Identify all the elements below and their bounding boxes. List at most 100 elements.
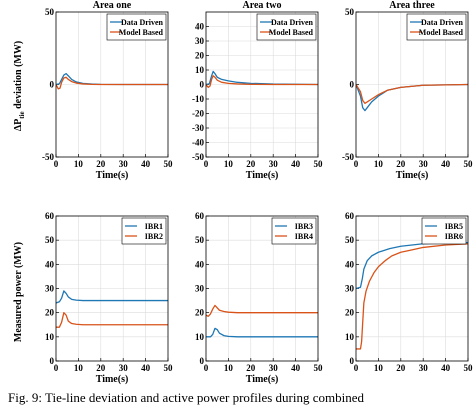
panel-5-y-tick-label: 20 (195, 308, 205, 318)
panel-1-legend-label-2: Model Based (119, 28, 164, 37)
panel-3-x-tick-label: 40 (441, 159, 451, 169)
panel-2-y-tick-label: -20 (192, 109, 204, 119)
panel-4-series-2-line (56, 312, 168, 328)
panel-2-x-tick-label: 50 (314, 159, 324, 169)
panel-5-x-tick-label: 0 (204, 363, 209, 373)
panel-2-frame (205, 11, 319, 158)
panel-1-series-2-line (56, 76, 168, 90)
panel-6-y-tick-label: 0 (350, 356, 355, 366)
panel-4-legend-box (121, 217, 167, 245)
panel-3-x-tick-label: 10 (374, 159, 384, 169)
panel-6-x-tick-label: 30 (419, 363, 429, 373)
figure-caption: Fig. 9: Tie-line deviation and active po… (8, 390, 364, 405)
panel-4-legend-label-1: IBR1 (145, 222, 163, 231)
panel-4-y-tick-label: 20 (45, 308, 55, 318)
panel-6-x-tick-label: 10 (374, 363, 384, 373)
panel-2-y-tick-label: 0 (200, 80, 205, 90)
panel-4-x-tick-label: 30 (119, 363, 129, 373)
y-axis-label-bottom: Measured power (MW) (13, 242, 24, 342)
panel-2-series-1-line (206, 70, 318, 86)
panel-4-y-tick-label: 30 (45, 284, 55, 294)
panel-2-title: Area two (243, 0, 282, 11)
panel-5-y-tick-label: 50 (195, 235, 205, 245)
panel-4-x-tick-label: 40 (141, 363, 151, 373)
panel-4-y-tick-label: 10 (45, 332, 55, 342)
panel-2-y-tick-label: -50 (192, 152, 204, 162)
panel-5-y-tick-label: 60 (195, 211, 205, 221)
panel-4-y-tick-label: 50 (45, 235, 55, 245)
panel-6-legend-box (421, 217, 467, 245)
panel-5-legend-label-1: IBR3 (295, 222, 313, 231)
panel-1-x-tick-label: 10 (74, 159, 84, 169)
panel-1-y-tick-label: 0 (50, 80, 55, 90)
panel-1-legend-box (106, 13, 167, 41)
panel-2-y-tick-label: -10 (192, 94, 204, 104)
panel-1-x-axis-label: Time(s) (96, 170, 129, 181)
panel-6-y-tick-label: 40 (345, 259, 355, 269)
panel-5-series-1-line (206, 327, 318, 338)
panel-3-x-tick-label: 50 (464, 159, 474, 169)
panel-1-frame (55, 11, 169, 158)
panel-6-y-tick-label: 60 (345, 211, 355, 221)
panel-2-x-axis-label: Time(s) (246, 170, 279, 181)
panel-4-x-tick-label: 50 (164, 363, 174, 373)
panel-4-y-tick-label: 60 (45, 211, 55, 221)
panel-3-frame (355, 11, 469, 158)
panel-5-x-tick-label: 10 (224, 363, 234, 373)
panel-5-legend-label-2: IBR4 (295, 232, 313, 241)
panel-3-legend-box (406, 13, 467, 41)
panel-3-x-tick-label: 0 (354, 159, 359, 169)
panel-6-y-tick-label: 50 (345, 235, 355, 245)
panel-1-legend-label-1: Data Driven (121, 18, 164, 27)
panel-4-y-tick-label: 0 (50, 356, 55, 366)
panel-2-y-tick-label: 30 (195, 36, 205, 46)
panel-4-legend-label-2: IBR2 (145, 232, 163, 241)
panel-3-x-tick-label: 30 (419, 159, 429, 169)
panel-5-y-tick-label: 0 (200, 356, 205, 366)
panel-5-x-tick-label: 30 (269, 363, 279, 373)
panel-6-legend-label-1: IBR5 (445, 222, 463, 231)
panel-2-x-tick-label: 20 (246, 159, 256, 169)
panel-4-x-tick-label: 20 (96, 363, 106, 373)
panel-6-y-tick-label: 10 (345, 332, 355, 342)
panel-2-x-tick-label: 30 (269, 159, 279, 169)
panel-5-legend-box (271, 217, 317, 245)
panel-5-x-tick-label: 20 (246, 363, 256, 373)
panel-1-y-tick-label: 50 (45, 7, 55, 17)
panel-6-y-tick-label: 20 (345, 308, 355, 318)
panel-1-title: Area one (93, 0, 132, 11)
panel-2-legend-label-2: Model Based (269, 28, 314, 37)
panel-5-x-tick-label: 40 (291, 363, 301, 373)
panel-3-y-tick-label: 0 (350, 80, 355, 90)
panel-3-y-tick-label: 50 (345, 7, 355, 17)
panel-5-frame (205, 215, 319, 362)
panel-6-y-tick-label: 30 (345, 284, 355, 294)
panel-2-x-tick-label: 0 (204, 159, 209, 169)
panel-6-x-tick-label: 40 (441, 363, 451, 373)
panel-3-series-2-line (356, 83, 468, 104)
panel-3-y-tick-label: -50 (342, 152, 354, 162)
panel-3-x-tick-label: 20 (396, 159, 406, 169)
panel-6-x-tick-label: 0 (354, 363, 359, 373)
panel-2-series-2-line (206, 75, 318, 89)
panel-3-x-axis-label: Time(s) (396, 170, 429, 181)
y-axis-label-top: ΔPtie deviation (MW) (13, 41, 26, 131)
panel-2-y-tick-label: 10 (195, 65, 205, 75)
panel-3-legend-label-2: Model Based (419, 28, 464, 37)
panel-2-y-tick-label: 20 (195, 51, 205, 61)
panel-1-y-tick-label: -50 (42, 152, 54, 162)
panel-3-title: Area three (389, 0, 435, 11)
panel-6-legend-label-2: IBR6 (445, 232, 463, 241)
panel-3-legend-label-1: Data Driven (421, 18, 464, 27)
panel-1-x-tick-label: 50 (164, 159, 174, 169)
panel-5-y-tick-label: 30 (195, 284, 205, 294)
panel-4-series-1-line (56, 290, 168, 304)
panel-1-x-tick-label: 40 (141, 159, 151, 169)
panel-5-x-tick-label: 50 (314, 363, 324, 373)
panel-5-x-axis-label: Time(s) (246, 374, 279, 385)
panel-4-x-tick-label: 0 (54, 363, 59, 373)
panel-4-x-tick-label: 10 (74, 363, 84, 373)
panel-1-x-tick-label: 0 (54, 159, 59, 169)
